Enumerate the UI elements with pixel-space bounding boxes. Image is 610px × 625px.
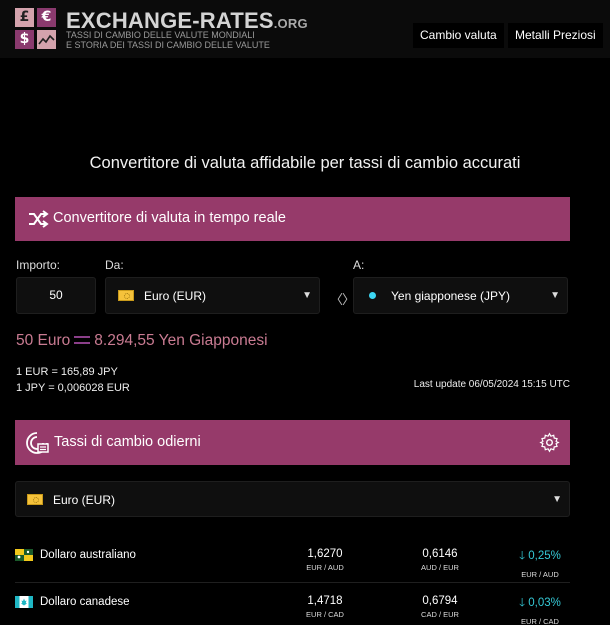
rates-today-header: Tassi di cambio odierni [15, 420, 570, 465]
pound-icon: £ [15, 8, 34, 27]
from-currency-select[interactable]: Euro (EUR) ▼ [105, 277, 320, 314]
last-update: Last update 06/05/2024 15:15 UTC [413, 379, 570, 390]
dollar-icon: $ [15, 30, 34, 49]
base-currency-select[interactable]: Euro (EUR) ▼ [15, 481, 570, 517]
rate-eur-jpy: 1 EUR = 165,89 JPY [16, 366, 118, 378]
change-percent: 0,25% [528, 550, 561, 562]
to-label: A: [353, 258, 365, 272]
site-logo[interactable]: £ € $ [15, 8, 57, 50]
shuffle-icon [29, 210, 49, 228]
equals-icon [74, 335, 91, 344]
eu-flag-icon [118, 290, 134, 301]
inverse-pair: CAD / EUR [421, 610, 459, 619]
tagline-line-2: E STORIA DEI TASSI DI CAMBIO DELLE VALUT… [66, 40, 270, 50]
tagline-line-1: TASSI DI CAMBIO DELLE VALUTE MONDIALI [66, 30, 255, 40]
chevron-down-icon: ▼ [552, 494, 562, 505]
amount-label: Importo: [16, 258, 61, 272]
brand-name[interactable]: EXCHANGE-RATES.ORG [66, 8, 308, 34]
inverse-cell: 0,6146 AUD / EUR [405, 548, 475, 572]
chevron-down-icon: ▼ [550, 290, 560, 301]
amount-input[interactable]: 50 [16, 277, 96, 314]
inverse-pair: AUD / EUR [421, 563, 459, 572]
converter-title: Convertitore di valuta in tempo reale [53, 210, 286, 226]
nav-metalli-preziosi[interactable]: Metalli Preziosi [508, 23, 603, 48]
rate-pair: EUR / AUD [306, 563, 344, 572]
canada-flag-icon [15, 596, 33, 608]
conversion-result: 50 Euro 8.294,55 Yen Giapponesi [16, 332, 268, 350]
change-pair: EUR / AUD [521, 570, 559, 579]
rates-today-title: Tassi di cambio odierni [54, 434, 201, 450]
trend-icon [37, 30, 56, 49]
result-from: 50 Euro [16, 332, 71, 349]
swap-currencies-button[interactable]: 〈〉 [330, 292, 355, 307]
from-currency-value: Euro (EUR) [144, 289, 207, 303]
australia-flag-icon [15, 549, 33, 561]
inverse-cell: 0,6794 CAD / EUR [405, 595, 475, 619]
table-row[interactable]: Dollaro australiano 1,6270 EUR / AUD 0,61… [15, 541, 570, 583]
change-cell: 🡓 0,25% EUR / AUD [505, 548, 575, 579]
change-value: 🡓 0,25% [505, 548, 575, 567]
change-percent: 0,03% [528, 597, 561, 609]
rate-jpy-eur: 1 JPY = 0,006028 EUR [16, 382, 130, 394]
gear-icon[interactable] [539, 432, 560, 453]
eu-flag-icon [27, 494, 43, 505]
converter-header: Convertitore di valuta in tempo reale [15, 197, 570, 241]
result-to: 8.294,55 Yen Giapponesi [94, 332, 268, 349]
nav-cambio-valuta[interactable]: Cambio valuta [413, 23, 504, 48]
to-currency-select[interactable]: Yen giapponese (JPY) ▼ [353, 277, 568, 314]
chevron-down-icon: ▼ [302, 290, 312, 301]
rate-cell: 1,6270 EUR / AUD [290, 548, 360, 572]
tagline: TASSI DI CAMBIO DELLE VALUTE MONDIALI E … [66, 30, 270, 50]
jp-flag-icon [369, 292, 376, 299]
page-headline: Convertitore di valuta affidabile per ta… [89, 154, 521, 172]
change-cell: 🡓 0,03% EUR / CAD [505, 595, 575, 625]
rate-pair: EUR / CAD [306, 610, 344, 619]
inverse-value: 0,6146 [422, 548, 458, 560]
arrow-down-icon: 🡓 [519, 550, 526, 562]
change-value: 🡓 0,03% [505, 595, 575, 614]
exchange-rates-icon [26, 432, 49, 454]
table-row[interactable]: Dollaro canadese 1,4718 EUR / CAD 0,6794 C… [15, 588, 570, 625]
brand-main: EXCHANGE-RATES [66, 8, 274, 33]
rate-value: 1,4718 [307, 595, 343, 607]
base-currency-value: Euro (EUR) [53, 493, 116, 507]
currency-name: Dollaro canadese [40, 596, 130, 608]
inverse-value: 0,6794 [422, 595, 458, 607]
change-pair: EUR / CAD [521, 617, 559, 625]
from-label: Da: [105, 258, 124, 272]
euro-icon: € [37, 8, 56, 27]
brand-suffix: .ORG [273, 16, 308, 31]
top-header: £ € $ EXCHANGE-RATES.ORG TASSI DI CAMBIO… [0, 0, 610, 58]
rate-value: 1,6270 [307, 548, 343, 560]
arrow-down-icon: 🡓 [519, 597, 526, 609]
to-currency-value: Yen giapponese (JPY) [391, 289, 510, 303]
currency-name: Dollaro australiano [40, 549, 136, 561]
rate-cell: 1,4718 EUR / CAD [290, 595, 360, 619]
